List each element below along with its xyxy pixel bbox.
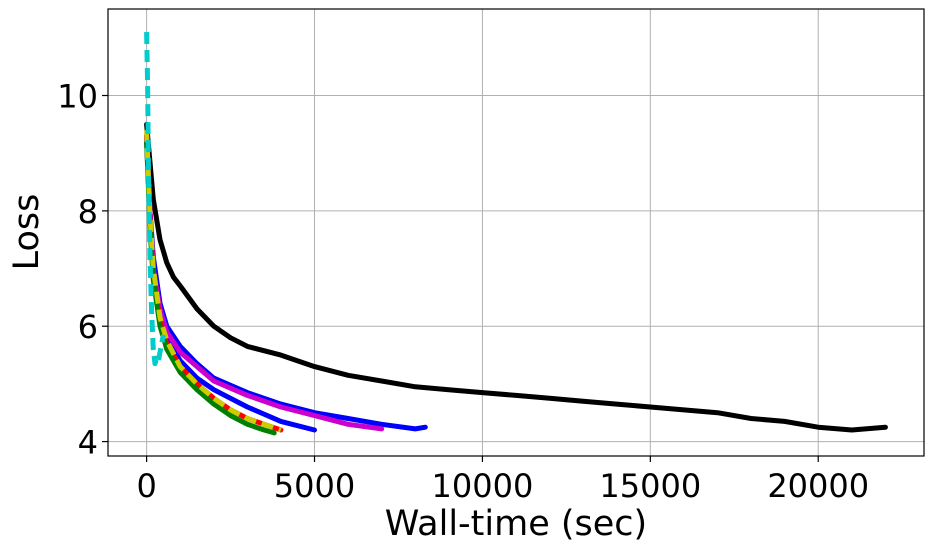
x-axis-label: Wall-time (sec): [385, 504, 647, 544]
x-tick-label: 20000: [767, 467, 869, 505]
series-line-7: [144, 32, 166, 367]
axis-ticks: 0 5000 10000 15000 20000 4 6 8 10: [57, 78, 869, 505]
y-tick-label: 10: [57, 78, 98, 116]
y-tick-label: 6: [78, 308, 98, 346]
x-tick-label: 5000: [274, 467, 355, 505]
y-tick-label: 4: [78, 424, 98, 462]
series-line-6: [144, 130, 282, 433]
x-tick-label: 15000: [599, 467, 701, 505]
y-tick-label: 8: [78, 193, 98, 231]
x-tick-label: 10000: [432, 467, 534, 505]
grid-lines: [108, 9, 924, 456]
x-tick-label: 0: [136, 467, 156, 505]
plot-frame: [107, 8, 925, 457]
series-layer: [144, 32, 888, 436]
y-axis-label: Loss: [7, 194, 47, 271]
series-line-0: [144, 121, 888, 433]
